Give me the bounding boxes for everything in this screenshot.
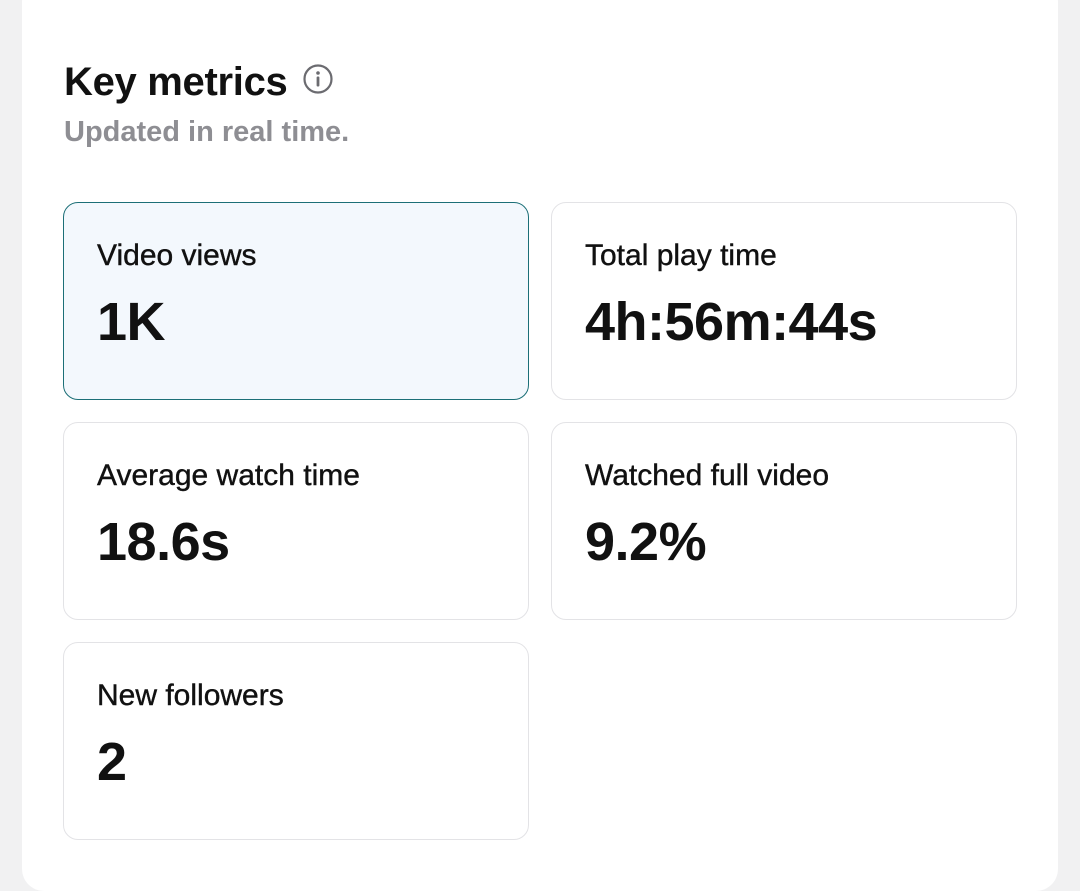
metric-label: Watched full video — [585, 459, 830, 492]
metric-value: 1K — [97, 292, 166, 352]
section-title: Key metrics — [64, 59, 288, 104]
metric-value: 4h:56m:44s — [585, 292, 878, 352]
metric-label: New followers — [97, 679, 284, 712]
info-icon[interactable] — [302, 63, 334, 95]
metric-card-average-watch-time[interactable]: Average watch time 18.6s — [63, 422, 529, 620]
title-row: Key metrics — [64, 56, 349, 108]
metric-label: Video views — [97, 239, 257, 272]
key-metrics-header: Key metrics Updated in real time. — [64, 56, 349, 149]
metric-value: 18.6s — [97, 512, 230, 572]
metric-value: 2 — [97, 732, 127, 792]
metric-card-new-followers[interactable]: New followers 2 — [63, 642, 529, 840]
metric-label: Total play time — [585, 239, 777, 272]
metric-card-total-play-time[interactable]: Total play time 4h:56m:44s — [551, 202, 1017, 400]
metric-value: 9.2% — [585, 512, 707, 572]
metric-card-video-views[interactable]: Video views 1K — [63, 202, 529, 400]
section-subtitle: Updated in real time. — [64, 116, 350, 148]
metric-card-watched-full-video[interactable]: Watched full video 9.2% — [551, 422, 1017, 620]
metric-label: Average watch time — [97, 459, 360, 492]
